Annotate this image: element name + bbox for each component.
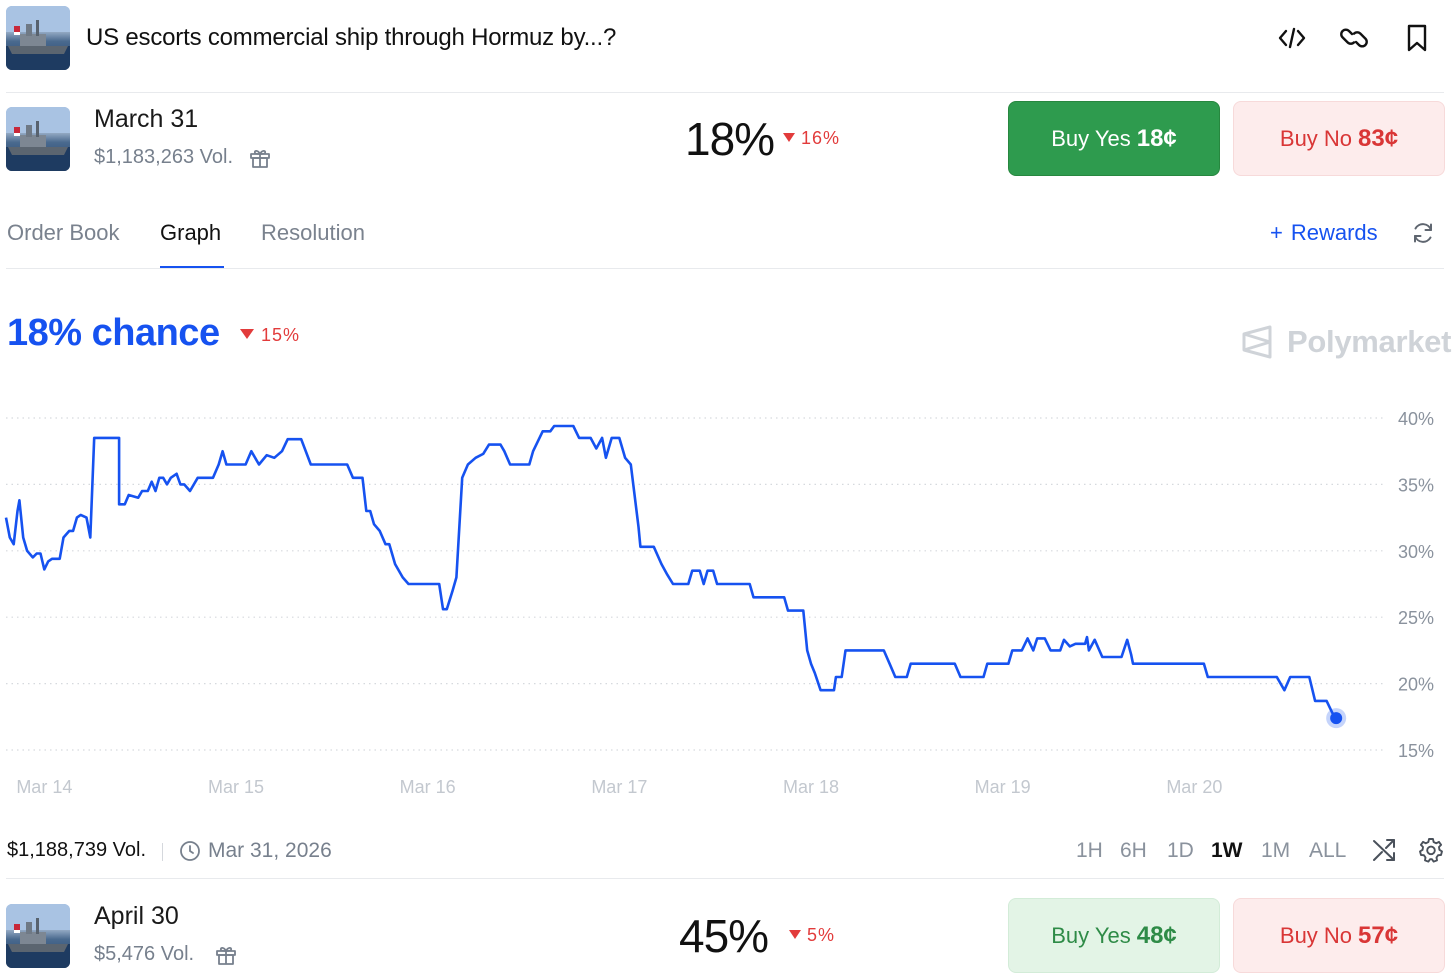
chance-value: 18% chance — [7, 312, 220, 354]
market-percent: 18% — [685, 113, 775, 165]
market-thumbnail — [6, 904, 70, 968]
link-icon[interactable] — [1338, 22, 1370, 54]
active-tab-indicator — [160, 266, 224, 269]
event-title: US escorts commercial ship through Hormu… — [86, 24, 617, 51]
refresh-icon[interactable] — [1410, 220, 1436, 246]
end-date: Mar 31, 2026 — [208, 839, 332, 862]
market-percent: 45% — [679, 910, 769, 962]
buy-no-label: Buy No — [1279, 922, 1353, 948]
y-tick-label: 35% — [1398, 475, 1434, 495]
market-title[interactable]: April 30 — [94, 902, 179, 930]
header-divider — [6, 92, 1444, 93]
chance-change-value: 15% — [261, 325, 301, 345]
x-tick-label: Mar 19 — [975, 777, 1031, 797]
buy-yes-label: Buy Yes — [1051, 125, 1131, 151]
code-icon[interactable] — [1276, 22, 1308, 54]
gift-icon[interactable] — [248, 146, 272, 170]
buy-no-price: 57¢ — [1358, 921, 1399, 949]
shuffle-icon[interactable] — [1371, 837, 1397, 863]
y-tick-label: 15% — [1398, 741, 1434, 761]
bookmark-icon[interactable] — [1401, 22, 1433, 54]
buy-no-label: Buy No — [1279, 125, 1353, 151]
market-volume: $5,476 Vol. — [94, 943, 195, 965]
x-tick-label: Mar 16 — [400, 777, 456, 797]
series-line — [4, 424, 1338, 719]
x-tick-label: Mar 15 — [208, 777, 264, 797]
down-triangle-icon — [240, 329, 254, 339]
market-change: 5% — [789, 925, 835, 946]
polymarket-wordmark: Polymarket — [1287, 324, 1452, 359]
x-tick-label: Mar 14 — [16, 777, 72, 797]
clock-icon — [180, 841, 200, 861]
gear-icon[interactable] — [1418, 837, 1444, 863]
market-thumbnail — [6, 107, 70, 171]
tab-graph[interactable]: Graph — [160, 220, 222, 245]
down-triangle-icon — [783, 133, 795, 142]
footer-divider — [6, 878, 1444, 879]
buy-yes-button[interactable]: Buy Yes 18¢ — [1008, 101, 1220, 176]
rewards-link[interactable]: + Rewards — [1270, 220, 1378, 246]
market-volume: $1,183,263 Vol. — [94, 146, 234, 168]
market-change-value: 16% — [801, 128, 841, 148]
range-1w[interactable]: 1W — [1211, 839, 1243, 862]
tab-order-book[interactable]: Order Book — [7, 220, 120, 245]
y-tick-label: 25% — [1398, 608, 1434, 628]
market-change-value: 5% — [807, 925, 836, 945]
tabs-divider — [6, 268, 1444, 269]
graph-volume: $1,188,739 Vol. — [7, 839, 147, 861]
buy-yes-price: 48¢ — [1136, 921, 1177, 949]
x-tick-label: Mar 20 — [1166, 777, 1222, 797]
gift-icon[interactable] — [214, 943, 238, 967]
x-tick-label: Mar 17 — [591, 777, 647, 797]
range-1h[interactable]: 1H — [1076, 839, 1103, 862]
rewards-label: Rewards — [1290, 220, 1378, 245]
event-thumbnail — [6, 6, 70, 70]
buy-yes-price: 18¢ — [1136, 124, 1177, 152]
range-1m[interactable]: 1M — [1261, 839, 1291, 862]
buy-yes-button[interactable]: Buy Yes 48¢ — [1008, 898, 1220, 973]
x-tick-label: Mar 18 — [783, 777, 839, 797]
buy-no-button[interactable]: Buy No 57¢ — [1233, 898, 1445, 973]
range-all[interactable]: ALL — [1309, 839, 1347, 862]
plus-icon: + — [1270, 220, 1283, 245]
buy-yes-label: Buy Yes — [1051, 922, 1131, 948]
buy-no-price: 83¢ — [1358, 124, 1399, 152]
market-change: 16% — [783, 128, 840, 149]
y-tick-label: 40% — [1398, 409, 1434, 429]
current-point — [1330, 712, 1343, 725]
market-title[interactable]: March 31 — [94, 105, 199, 133]
y-tick-label: 30% — [1398, 542, 1434, 562]
buy-no-button[interactable]: Buy No 83¢ — [1233, 101, 1445, 176]
range-6h[interactable]: 6H — [1120, 839, 1147, 862]
y-tick-label: 20% — [1398, 675, 1434, 695]
footer-separator — [162, 843, 163, 861]
down-triangle-icon — [789, 930, 801, 939]
chance-change: 15% — [240, 325, 300, 346]
tab-resolution[interactable]: Resolution — [261, 220, 365, 245]
polymarket-logo-icon — [1242, 325, 1272, 359]
range-1d[interactable]: 1D — [1167, 839, 1194, 862]
price-chart[interactable]: 40% 35% 30% 25% 20% 15% Mar 14 Mar 15 Mar 16 Mar … — [0, 380, 1456, 810]
